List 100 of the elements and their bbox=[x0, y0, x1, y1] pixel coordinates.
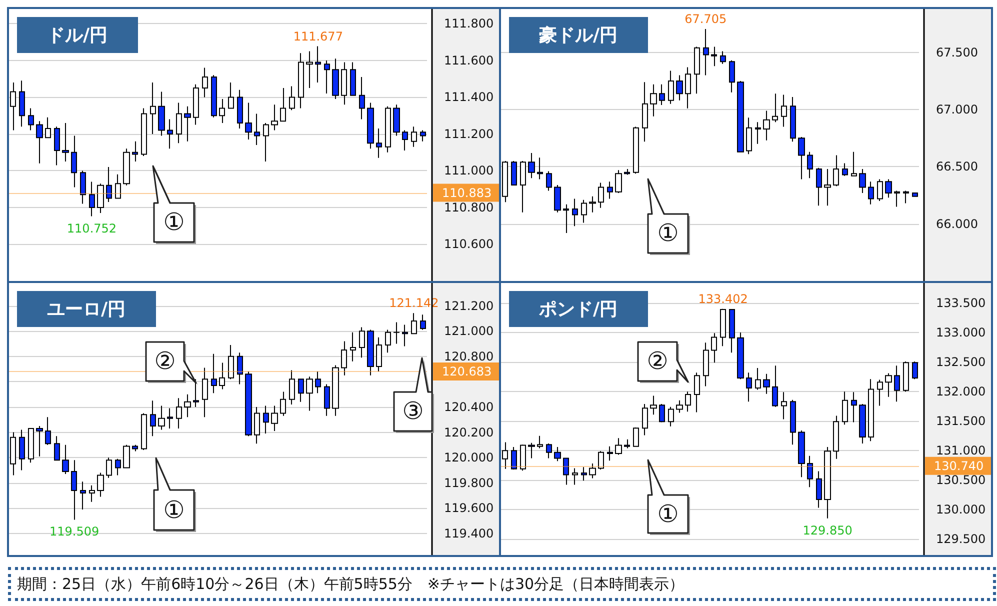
candlestick bbox=[781, 94, 787, 128]
candlestick bbox=[502, 442, 508, 470]
speech-bubble: ① bbox=[153, 457, 197, 533]
y-tick-label: 130.500 bbox=[936, 473, 986, 488]
candlestick bbox=[615, 438, 622, 456]
candlestick bbox=[746, 117, 752, 155]
candlestick bbox=[115, 174, 121, 199]
y-tick-label: 132.000 bbox=[936, 384, 986, 399]
candlestick bbox=[772, 365, 778, 408]
candlestick bbox=[271, 104, 278, 131]
y-tick-label: 129.500 bbox=[936, 532, 986, 546]
candlestick bbox=[842, 162, 848, 176]
candlestick bbox=[420, 130, 426, 142]
candlestick bbox=[912, 192, 918, 197]
candlestick bbox=[589, 463, 596, 479]
candlestick bbox=[341, 62, 347, 106]
speech-bubble: ③ bbox=[393, 357, 435, 434]
candlestick bbox=[202, 67, 208, 98]
annotation: ② bbox=[646, 346, 670, 377]
candlestick bbox=[781, 392, 787, 420]
candlestick bbox=[167, 118, 173, 150]
annotation: ① bbox=[656, 499, 680, 530]
candlestick bbox=[306, 50, 313, 89]
y-tick-label: 120.200 bbox=[444, 425, 494, 440]
y-tick-label: 110.800 bbox=[444, 200, 494, 214]
candlestick bbox=[71, 135, 77, 188]
candlestick bbox=[62, 122, 69, 162]
y-tick-label: 133.500 bbox=[936, 296, 986, 310]
candlestick bbox=[10, 82, 16, 131]
candlestick bbox=[315, 371, 321, 394]
candlestick bbox=[720, 50, 726, 64]
candlestick bbox=[511, 160, 517, 186]
candlestick bbox=[642, 403, 648, 436]
y-tick-label: 119.400 bbox=[444, 526, 494, 540]
title-banner: 豪ドル/円 bbox=[509, 17, 648, 53]
candlestick bbox=[859, 168, 866, 194]
speech-bubble: ① bbox=[152, 165, 197, 245]
candlestick bbox=[254, 113, 260, 146]
candlestick bbox=[790, 399, 796, 446]
candlestick bbox=[851, 151, 857, 176]
candlestick bbox=[271, 405, 278, 432]
y-tick-label: 121.200 bbox=[444, 298, 494, 313]
annotation: ① bbox=[162, 495, 186, 526]
candlestick bbox=[359, 76, 365, 120]
candlestick bbox=[694, 46, 700, 94]
candlestick bbox=[554, 446, 561, 462]
candlestick bbox=[633, 126, 639, 174]
candlestick bbox=[45, 416, 51, 446]
y-tick-label: 120.800 bbox=[444, 349, 494, 364]
ref-line-label: 110.883 bbox=[442, 186, 492, 200]
candlestick bbox=[824, 446, 831, 519]
candlestick bbox=[106, 166, 112, 202]
annotation: 111.677 bbox=[293, 29, 343, 44]
candlestick bbox=[219, 98, 225, 124]
candlestick bbox=[807, 151, 813, 179]
candlestick bbox=[228, 344, 234, 380]
y-tick-label: 119.600 bbox=[444, 501, 494, 516]
candlestick bbox=[694, 372, 700, 413]
candlestick bbox=[790, 96, 796, 142]
annotation: 67.705 bbox=[684, 12, 727, 26]
candlestick bbox=[89, 181, 95, 217]
candlestick bbox=[598, 450, 604, 470]
candlestick bbox=[420, 314, 426, 330]
candlestick bbox=[528, 442, 535, 459]
ref-line-label: 130.740 bbox=[934, 458, 984, 473]
candlestick bbox=[19, 429, 25, 471]
candlestick bbox=[589, 196, 596, 213]
candlestick bbox=[659, 84, 665, 106]
candlestick bbox=[176, 398, 182, 429]
candlestick bbox=[332, 364, 339, 416]
candlestick bbox=[359, 326, 365, 358]
candlestick bbox=[668, 406, 674, 427]
candlestick bbox=[903, 360, 909, 392]
candlestick bbox=[19, 80, 25, 128]
y-tick-label: 110.600 bbox=[444, 237, 494, 252]
candlestick bbox=[729, 309, 735, 354]
candlestick bbox=[132, 140, 138, 162]
candlestick bbox=[772, 93, 778, 123]
speech-bubble: ② bbox=[145, 341, 199, 386]
candlestick bbox=[97, 472, 104, 498]
text: 期間：25日（水）午前6時10分～26日（木）午前5時55分 ※チャートは30分足（日本時間表示） bbox=[17, 574, 684, 594]
candlestick bbox=[289, 370, 295, 405]
candlestick bbox=[411, 312, 417, 334]
y-tick-label: 67.000 bbox=[936, 102, 978, 117]
candlestick bbox=[36, 120, 43, 164]
candlestick bbox=[402, 130, 408, 152]
candlestick bbox=[176, 102, 182, 144]
candlestick bbox=[167, 408, 173, 429]
candlestick bbox=[729, 60, 735, 93]
candlestick bbox=[885, 178, 892, 198]
candlestick bbox=[650, 84, 657, 117]
candlestick bbox=[115, 458, 121, 476]
candlestick bbox=[676, 74, 683, 101]
candlestick bbox=[868, 378, 874, 442]
y-tick-label: 111.400 bbox=[444, 90, 494, 104]
candlestick bbox=[816, 470, 822, 508]
candlestick bbox=[184, 106, 191, 142]
candlestick bbox=[581, 199, 587, 224]
y-tick-label: 130.000 bbox=[936, 502, 986, 517]
candlestick bbox=[80, 481, 86, 510]
